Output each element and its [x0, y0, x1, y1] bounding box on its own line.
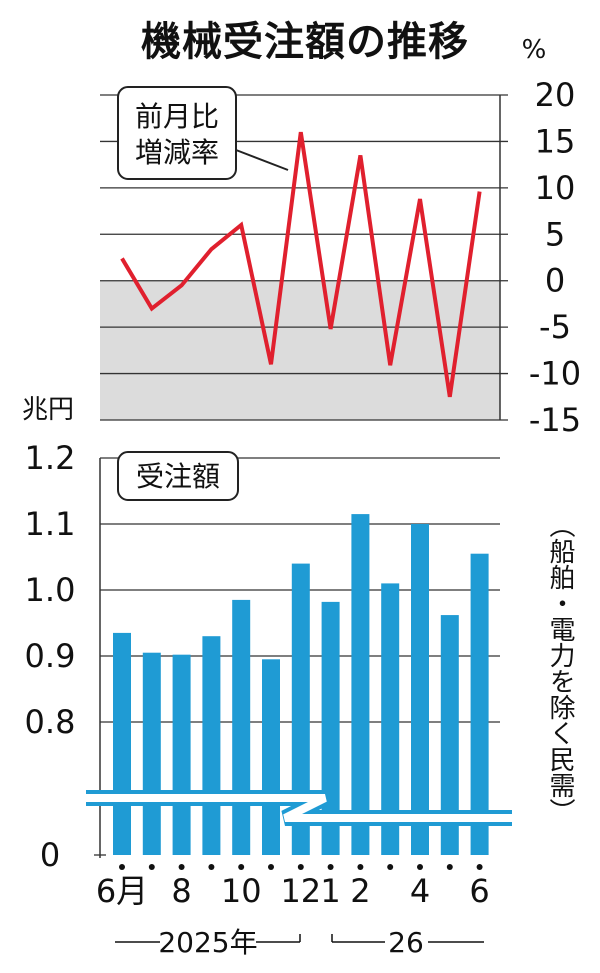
- x-tick-label: 12: [280, 872, 321, 910]
- bar: [411, 524, 429, 855]
- axis-break-gap: [86, 794, 512, 822]
- x-tick-dot: [268, 864, 274, 870]
- x-tick-label: 6: [469, 872, 489, 910]
- x-tick-dot: [327, 864, 334, 870]
- bar-y-tick-label: 1.0: [25, 571, 76, 609]
- x-tick-dot: [148, 864, 155, 870]
- line-y-tick-label: 0: [545, 262, 565, 300]
- bar: [232, 599, 251, 855]
- x-tick-label: 1: [320, 872, 340, 910]
- x-tick-dot: [208, 864, 215, 870]
- year-labels: 2025年 26: [115, 926, 484, 959]
- line-y-tick-label: 5: [545, 215, 565, 253]
- bar: [321, 601, 340, 855]
- line-series-callout: 前月比 増減率: [117, 86, 289, 180]
- bar-series-callout: 受注額: [117, 451, 239, 501]
- line-series-label-2: 増減率: [135, 136, 219, 169]
- line-unit-label: %: [522, 35, 547, 65]
- bar-y-tick-label: 0: [40, 836, 60, 874]
- x-tick-label: 2: [350, 872, 370, 910]
- bar: [113, 632, 131, 855]
- callout-leader: [235, 149, 289, 171]
- x-tick-dot: [387, 864, 394, 870]
- line-y-tick-label: 10: [535, 169, 576, 207]
- line-chart-panel: 20 15 10 5 0 -5 -10 -15 前月比 増減率: [100, 76, 581, 439]
- x-tick-dot: [238, 864, 245, 870]
- bar-y-tick-label: 1.1: [25, 505, 76, 543]
- x-tick-label: 10: [221, 872, 262, 910]
- bar-unit-label: 兆円: [22, 395, 74, 425]
- x-tick-label: 6月: [96, 872, 148, 910]
- x-tick-dot: [178, 864, 185, 870]
- x-tick-dot: [446, 864, 453, 870]
- x-tick-dot: [476, 864, 483, 870]
- axis-break-mark: [86, 790, 512, 826]
- x-tick-dot: [357, 864, 364, 870]
- bar: [381, 583, 400, 855]
- chart-title: 機械受注額の推移: [141, 19, 469, 65]
- bar: [440, 615, 459, 855]
- bar-y-tick-labels: 1.2 1.1 1.0 0.9 0.8 0: [25, 439, 76, 874]
- bar: [262, 659, 280, 855]
- bar: [470, 553, 489, 855]
- bar-y-tick-label: 0.8: [25, 703, 76, 741]
- year-label-2026: 26: [388, 926, 424, 959]
- line-series-label-1: 前月比: [135, 100, 219, 133]
- x-tick-label: 4: [410, 872, 430, 910]
- x-tick-dot: [119, 864, 125, 870]
- x-tick-dot: [297, 864, 304, 870]
- bar: [202, 636, 221, 855]
- x-tick-dot: [417, 864, 423, 870]
- bar-chart-panel: 兆円 1.21.11.00.90.80 6月 8 10 12 1 2 4 6 受注額 （船舶・…: [22, 395, 575, 959]
- bar: [351, 514, 370, 855]
- line-series-path: [120, 131, 482, 398]
- line-y-tick-label: -5: [539, 308, 571, 346]
- negative-shade-area: [100, 280, 500, 420]
- bar: [291, 563, 310, 855]
- bar-y-tick-label: 0.9: [25, 637, 76, 675]
- bar: [142, 652, 161, 855]
- line-y-tick-labels: 20 15 10 5 0 -5 -10 -15: [529, 76, 581, 439]
- x-tick-dots: [119, 864, 483, 870]
- year-label-2025: 2025年: [158, 926, 257, 959]
- bar-y-tick-label: 1.2: [25, 439, 76, 477]
- line-y-tick-label: 15: [535, 122, 576, 160]
- line-y-tick-label: -10: [529, 355, 581, 393]
- bar-series-label: 受注額: [136, 460, 220, 493]
- bar: [172, 654, 191, 855]
- bar-note: （船舶・電力を除く民需）: [545, 512, 575, 824]
- line-y-tick-label: 20: [535, 76, 576, 114]
- x-tick-label: 8: [171, 872, 191, 910]
- year-brackets: [115, 934, 484, 943]
- line-y-tick-label: -15: [529, 401, 581, 439]
- x-tick-labels: 6月 8 10 12 1 2 4 6: [96, 872, 490, 910]
